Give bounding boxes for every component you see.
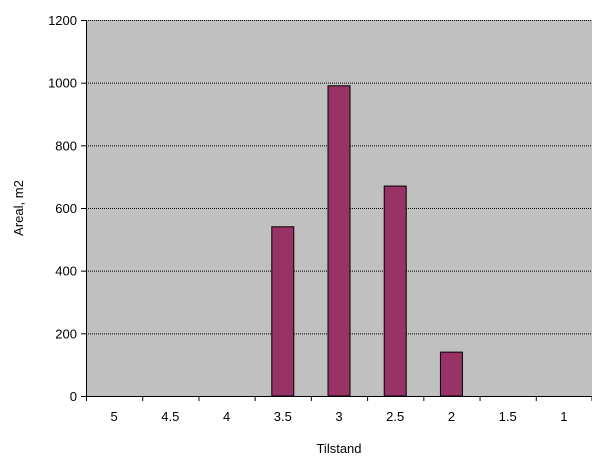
bar-2.5 — [383, 185, 407, 397]
bar-3.5 — [271, 226, 295, 397]
bar-3 — [327, 85, 351, 397]
x-axis-title: Tilstand — [316, 441, 361, 456]
y-tick-label: 200 — [55, 326, 77, 341]
y-tick-label: 800 — [55, 138, 77, 153]
y-tick-label: 600 — [55, 201, 77, 216]
x-tick-label: 2 — [448, 409, 455, 424]
y-tick-label: 1200 — [48, 13, 77, 28]
x-tick-label: 3 — [335, 409, 342, 424]
x-tick-labels: 5 4.5 4 3.5 3 2.5 2 1.5 1 — [110, 409, 567, 424]
y-tick-label: 0 — [70, 389, 77, 404]
axes — [81, 20, 592, 401]
bar-2 — [439, 351, 463, 397]
x-tick-label: 4.5 — [161, 409, 179, 424]
x-tick-label: 4 — [223, 409, 230, 424]
y-tick-label: 1000 — [48, 76, 77, 91]
x-tick-label: 1 — [560, 409, 567, 424]
bars — [271, 85, 463, 397]
x-tick-label: 2.5 — [386, 409, 404, 424]
y-tick-labels: 0 200 400 600 800 1000 1200 — [48, 13, 77, 404]
x-tick-label: 3.5 — [274, 409, 292, 424]
y-axis-title: Areal, m2 — [11, 180, 26, 236]
x-tick-label: 1.5 — [499, 409, 517, 424]
x-tick-label: 5 — [110, 409, 117, 424]
y-tick-label: 400 — [55, 264, 77, 279]
